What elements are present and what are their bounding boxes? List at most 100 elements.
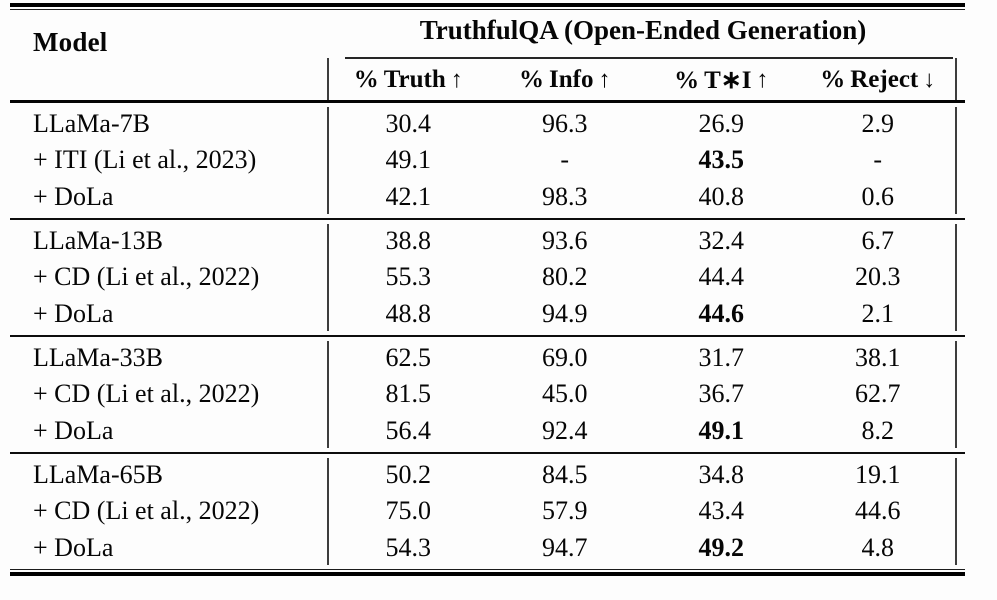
row-values: 42.1 98.3 40.8 0.6 (330, 182, 956, 212)
row-label: + ITI (Li et al., 2023) (33, 145, 257, 175)
table-cell: 56.4 (385, 415, 432, 445)
row-label: + CD (Li et al., 2022) (33, 262, 260, 292)
table-row: LLaMa-7B 30.4 96.3 26.9 2.9 (10, 106, 965, 142)
column-header-label: % T∗I (674, 67, 752, 94)
model-column-header: Model (33, 27, 108, 57)
column-header-label: % Info (519, 66, 594, 93)
table-cell: 32.4 (698, 226, 745, 256)
table-cell: 0.6 (861, 181, 895, 211)
bottom-rule-thick (10, 572, 965, 576)
table-row: + DoLa 42.1 98.3 40.8 0.6 (10, 179, 965, 215)
table-cell: 8.2 (861, 415, 895, 445)
row-values: 49.1 - 43.5 - (330, 145, 956, 175)
down-arrow-icon: ↓ (923, 66, 936, 93)
table-cell: 80.2 (542, 262, 588, 292)
table-row: LLaMa-65B 50.2 84.5 34.8 19.1 (10, 457, 965, 493)
table-cell: - (873, 145, 883, 175)
table-cell: 20.3 (855, 262, 901, 292)
column-separator-right (955, 107, 957, 214)
column-separator-right (955, 224, 957, 331)
table-cell: 19.1 (855, 460, 901, 490)
column-separator-right (955, 341, 957, 448)
table-cell: 34.8 (698, 460, 745, 490)
row-values: 75.0 57.9 43.4 44.6 (330, 496, 956, 526)
table-cell: 36.7 (698, 379, 745, 409)
table-cell: 69.0 (542, 343, 588, 373)
table-cell: 57.9 (542, 496, 588, 526)
bottom-rule-thin (10, 569, 965, 570)
table-cell: 38.1 (855, 343, 901, 373)
row-label: LLaMa-33B (33, 343, 163, 373)
row-values: 62.5 69.0 31.7 38.1 (330, 343, 956, 373)
table-row: + ITI (Li et al., 2023) 49.1 - 43.5 - (10, 142, 965, 178)
table-cell: 93.6 (542, 226, 588, 256)
up-arrow-icon: ↑ (756, 66, 769, 93)
row-label: LLaMa-13B (33, 226, 163, 256)
table-group: LLaMa-7B 30.4 96.3 26.9 2.9 + ITI (Li et al.,… (10, 103, 965, 218)
table-cell: 81.5 (385, 379, 432, 409)
row-label: + CD (Li et al., 2022) (33, 379, 260, 409)
row-label: + DoLa (33, 532, 114, 562)
column-header-label: % Reject (820, 66, 919, 93)
column-separator-right (955, 458, 957, 565)
table-cell: 45.0 (542, 379, 588, 409)
column-separator-left (327, 341, 329, 448)
table-group: LLaMa-13B 38.8 93.6 32.4 6.7 + CD (Li et al.,… (10, 220, 965, 335)
row-label: + DoLa (33, 298, 114, 328)
top-rule-thin (10, 9, 965, 10)
table-cell: 94.9 (542, 298, 588, 328)
table-cell: 2.1 (861, 298, 895, 328)
table-row: + DoLa 54.3 94.7 49.2 4.8 (10, 530, 965, 566)
column-separator-left (327, 58, 329, 100)
table-cell: 40.8 (698, 181, 745, 211)
row-label: + DoLa (33, 415, 114, 445)
group-separator-rule (10, 452, 965, 454)
span-header: TruthfulQA (Open-Ended Generation) (419, 15, 867, 45)
table-cell: 94.7 (542, 532, 588, 562)
table-cell: 84.5 (542, 460, 588, 490)
row-values: 30.4 96.3 26.9 2.9 (330, 109, 956, 139)
table-cell: 49.1 (698, 415, 745, 445)
table-cell: 6.7 (861, 226, 895, 256)
table-row: + CD (Li et al., 2022) 55.3 80.2 44.4 20.3 (10, 259, 965, 295)
column-header-txi: % T∗I ↑ (643, 60, 800, 100)
table-cell: 96.3 (542, 109, 588, 139)
table-cell: 55.3 (385, 262, 432, 292)
table-row: + CD (Li et al., 2022) 75.0 57.9 43.4 44.6 (10, 493, 965, 529)
up-arrow-icon: ↑ (450, 66, 463, 93)
table-cell: 43.4 (698, 496, 745, 526)
column-header-truth: % Truth ↑ (330, 60, 487, 100)
column-header-info: % Info ↑ (487, 60, 644, 100)
table-cell: 49.1 (385, 145, 432, 175)
row-values: 50.2 84.5 34.8 19.1 (330, 460, 956, 490)
table-cell: 98.3 (542, 181, 588, 211)
up-arrow-icon: ↑ (598, 66, 611, 93)
header-rule (10, 100, 965, 103)
column-separator-left (327, 224, 329, 331)
row-values: 38.8 93.6 32.4 6.7 (330, 226, 956, 256)
row-label: LLaMa-7B (33, 109, 150, 139)
table-group: LLaMa-33B 62.5 69.0 31.7 38.1 + CD (Li et al.… (10, 337, 965, 452)
group-separator-rule (10, 335, 965, 337)
table-cell: 49.2 (698, 532, 745, 562)
table-cell: 48.8 (385, 298, 432, 328)
table-cell: 42.1 (385, 181, 432, 211)
row-label: + DoLa (33, 181, 114, 211)
row-values: 56.4 92.4 49.1 8.2 (330, 416, 956, 446)
table-cell: 44.6 (855, 496, 901, 526)
table-row: LLaMa-13B 38.8 93.6 32.4 6.7 (10, 223, 965, 259)
table-cell: 44.4 (698, 262, 745, 292)
table-cell: 26.9 (698, 109, 745, 139)
table-cell: 50.2 (385, 460, 432, 490)
row-values: 55.3 80.2 44.4 20.3 (330, 262, 956, 292)
table-cell: 31.7 (698, 343, 745, 373)
table-cell: 75.0 (385, 496, 432, 526)
table-row: + CD (Li et al., 2022) 81.5 45.0 36.7 62.7 (10, 376, 965, 412)
table-row: + DoLa 48.8 94.9 44.6 2.1 (10, 296, 965, 332)
cmidrule (345, 57, 953, 59)
table-row: LLaMa-33B 62.5 69.0 31.7 38.1 (10, 340, 965, 376)
table-cell: 62.7 (855, 379, 901, 409)
group-separator-rule (10, 218, 965, 220)
row-values: 54.3 94.7 49.2 4.8 (330, 533, 956, 563)
